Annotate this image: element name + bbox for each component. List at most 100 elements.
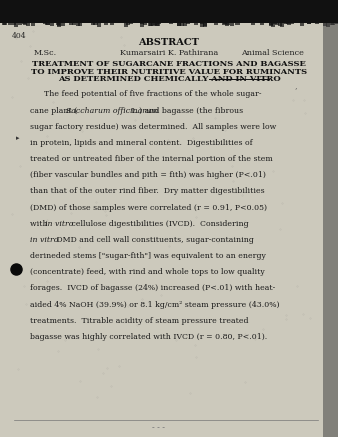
Text: Saccharum officinarum: Saccharum officinarum (66, 107, 159, 114)
Bar (326, 19, 330, 27)
Bar (0, 0, 338, 23)
Bar (2, 21, 6, 25)
Bar (225, 20, 229, 26)
Bar (194, 22, 198, 24)
Bar (280, 19, 284, 27)
Bar (140, 23, 144, 24)
Bar (23, 21, 27, 25)
Bar (50, 21, 54, 26)
Text: DMD and cell wall constituents, sugar-containing: DMD and cell wall constituents, sugar-co… (54, 236, 254, 244)
Text: Kumarsairi K. Pathirana: Kumarsairi K. Pathirana (120, 49, 218, 57)
Bar (8, 21, 12, 25)
Bar (287, 21, 291, 25)
Bar (124, 20, 128, 27)
Text: in vitro: in vitro (30, 236, 59, 244)
Text: TREATMENT OF SUGARCANE FRACTIONS AND BAGASSE: TREATMENT OF SUGARCANE FRACTIONS AND BAG… (32, 60, 306, 68)
Text: in vitro: in vitro (45, 220, 74, 228)
Bar (149, 20, 153, 26)
Text: ABSTRACT: ABSTRACT (139, 38, 199, 47)
Bar (110, 22, 114, 24)
Text: cellulose digestibilities (IVCD).  Considering: cellulose digestibilities (IVCD). Consid… (69, 220, 249, 228)
Bar (56, 21, 60, 25)
Bar (226, 21, 230, 25)
Bar (43, 22, 47, 24)
Bar (214, 21, 218, 25)
Bar (155, 20, 159, 26)
Bar (151, 20, 155, 26)
Bar (69, 21, 73, 25)
Bar (236, 21, 240, 25)
Bar (97, 20, 101, 27)
Bar (57, 20, 62, 26)
Bar (140, 20, 144, 27)
Text: (fiber vascular bundles and pith = fith) was higher (P<.01): (fiber vascular bundles and pith = fith)… (30, 171, 266, 179)
Text: (DMD) of those samples were correlated (r = 0.91, P<0.05): (DMD) of those samples were correlated (… (30, 204, 267, 212)
Text: treated or untreated fiber of the internal portion of the stem: treated or untreated fiber of the intern… (30, 155, 273, 163)
Bar (14, 20, 18, 27)
Bar (251, 21, 255, 25)
Bar (336, 22, 338, 24)
Bar (72, 21, 76, 25)
Text: The feed potential of five fractions of the whole sugar-: The feed potential of five fractions of … (44, 90, 261, 98)
Bar (61, 20, 65, 26)
Bar (3, 21, 7, 25)
Text: (concentrate) feed, with rind and whole tops to low quality: (concentrate) feed, with rind and whole … (30, 268, 265, 276)
Text: 404: 404 (12, 32, 26, 40)
Text: treatments.  Titrable acidity of steam pressure treated: treatments. Titrable acidity of steam pr… (30, 317, 249, 325)
Text: L.) and bagasse (the fibrous: L.) and bagasse (the fibrous (128, 107, 243, 114)
Bar (18, 22, 22, 24)
Text: - - -: - - - (152, 423, 165, 432)
Bar (323, 23, 338, 437)
Bar (223, 22, 227, 24)
Bar (126, 21, 130, 25)
Bar (183, 21, 187, 26)
Bar (273, 23, 277, 24)
Bar (31, 20, 35, 26)
Bar (76, 21, 80, 26)
Bar (46, 21, 50, 25)
Bar (269, 21, 273, 25)
Bar (26, 20, 30, 26)
Bar (199, 19, 203, 27)
Bar (331, 21, 335, 25)
Bar (153, 21, 157, 25)
Bar (277, 20, 282, 26)
Bar (307, 22, 311, 24)
Text: M.Sc.: M.Sc. (34, 49, 57, 57)
Bar (22, 22, 26, 24)
Bar (148, 20, 152, 26)
Bar (186, 22, 190, 24)
Bar (156, 23, 161, 24)
Bar (330, 22, 334, 24)
Bar (143, 21, 147, 25)
Text: bagasse was highly correlated with IVCD (r = 0.80, P<.01).: bagasse was highly correlated with IVCD … (30, 333, 268, 341)
Text: derineded stems ["sugar-fith"] was equivalent to an energy: derineded stems ["sugar-fith"] was equiv… (30, 252, 266, 260)
Bar (46, 21, 50, 25)
Text: cane plant (: cane plant ( (30, 107, 78, 114)
Bar (307, 22, 311, 24)
Bar (177, 20, 181, 26)
Bar (78, 21, 82, 25)
Bar (269, 20, 273, 26)
Bar (315, 23, 319, 24)
Bar (104, 21, 108, 25)
Text: with: with (30, 220, 51, 228)
Bar (94, 21, 98, 25)
Bar (203, 19, 207, 27)
Text: ▸: ▸ (16, 135, 19, 142)
Bar (129, 22, 133, 24)
Bar (180, 20, 184, 26)
Bar (91, 21, 95, 25)
Text: TO IMPROVE THEIR NUTRITIVE VALUE FOR RUMINANTS: TO IMPROVE THEIR NUTRITIVE VALUE FOR RUM… (31, 68, 307, 76)
Bar (260, 21, 264, 25)
Text: Animal Science: Animal Science (241, 49, 304, 57)
Bar (156, 20, 160, 26)
Bar (270, 19, 274, 27)
Bar (177, 20, 181, 26)
Bar (57, 20, 61, 27)
Bar (12, 22, 16, 24)
Text: forages.  IVCD of bagasse (24%) increased (P<.01) with heat-: forages. IVCD of bagasse (24%) increased… (30, 284, 276, 292)
Bar (290, 23, 294, 24)
Text: than that of the outer rind fiber.  Dry matter digestibilities: than that of the outer rind fiber. Dry m… (30, 187, 265, 195)
Bar (286, 22, 290, 24)
